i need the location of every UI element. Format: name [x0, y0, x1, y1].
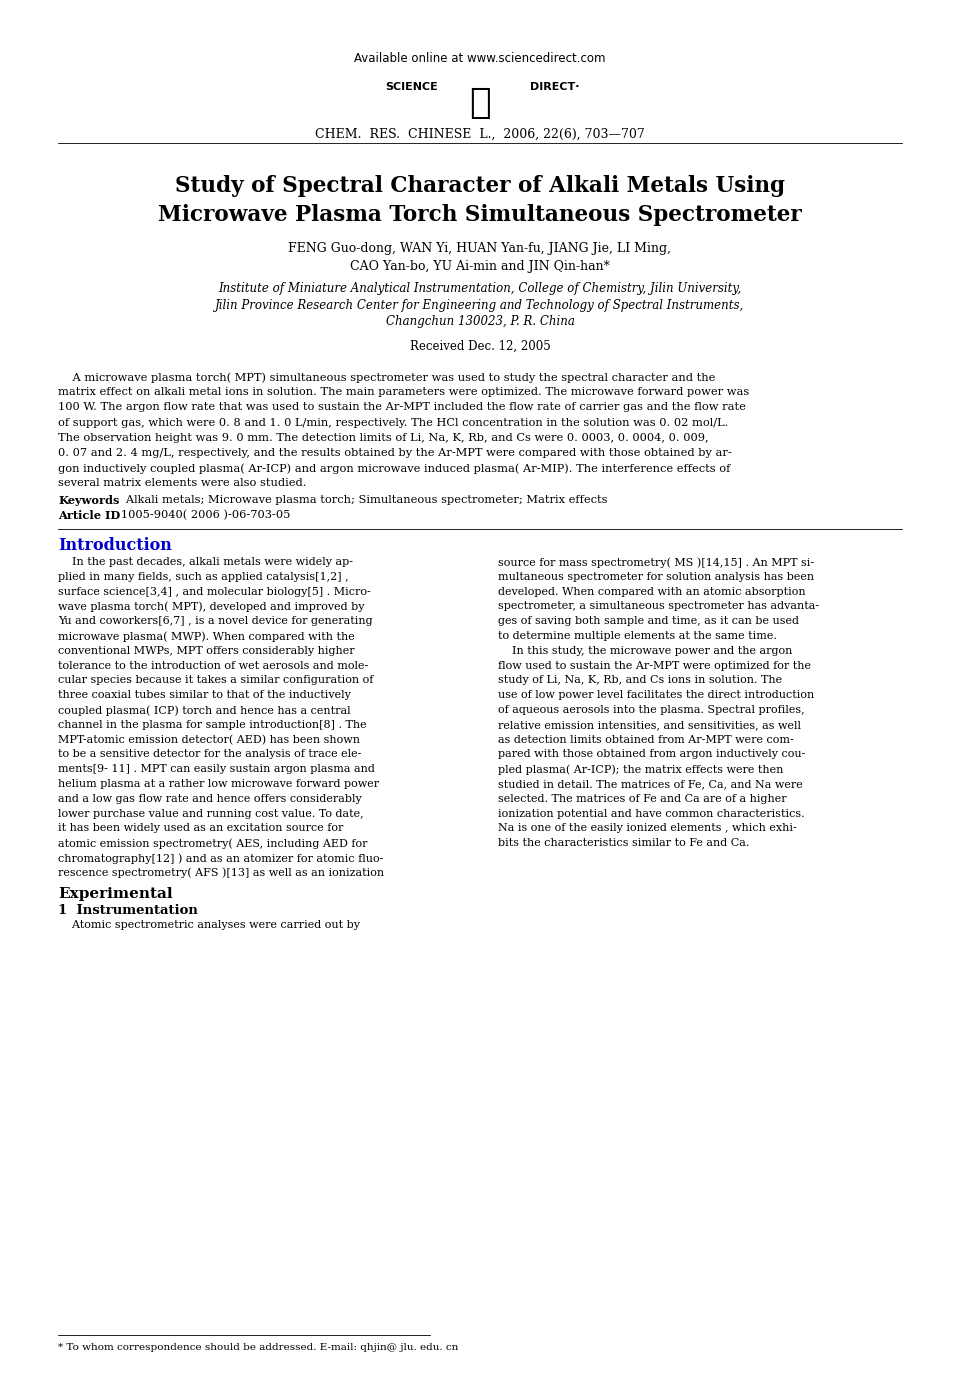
Text: ges of saving both sample and time, as it can be used: ges of saving both sample and time, as i… — [498, 617, 799, 627]
Text: SCIENCE: SCIENCE — [385, 81, 438, 92]
Text: Keywords: Keywords — [58, 494, 119, 505]
Text: 0. 07 and 2. 4 mg/L, respectively, and the results obtained by the Ar-MPT were c: 0. 07 and 2. 4 mg/L, respectively, and t… — [58, 448, 732, 458]
Text: coupled plasma( ICP) torch and hence has a central: coupled plasma( ICP) torch and hence has… — [58, 705, 350, 716]
Text: three coaxial tubes similar to that of the inductively: three coaxial tubes similar to that of t… — [58, 690, 350, 700]
Text: Received Dec. 12, 2005: Received Dec. 12, 2005 — [410, 339, 550, 353]
Text: helium plasma at a rather low microwave forward power: helium plasma at a rather low microwave … — [58, 778, 379, 789]
Text: it has been widely used as an excitation source for: it has been widely used as an excitation… — [58, 824, 344, 834]
Text: and a low gas flow rate and hence offers considerably: and a low gas flow rate and hence offers… — [58, 793, 362, 803]
Text: use of low power level facilitates the direct introduction: use of low power level facilitates the d… — [498, 690, 814, 700]
Text: multaneous spectrometer for solution analysis has been: multaneous spectrometer for solution ana… — [498, 571, 814, 582]
Text: studied in detail. The matrices of Fe, Ca, and Na were: studied in detail. The matrices of Fe, C… — [498, 778, 803, 789]
Text: FENG Guo-dong, WAN Yi, HUAN Yan-fu, JIANG Jie, LI Ming,: FENG Guo-dong, WAN Yi, HUAN Yan-fu, JIAN… — [289, 241, 671, 255]
Text: cular species because it takes a similar configuration of: cular species because it takes a similar… — [58, 675, 373, 686]
Text: tolerance to the introduction of wet aerosols and mole-: tolerance to the introduction of wet aer… — [58, 661, 369, 671]
Text: atomic emission spectrometry( AES, including AED for: atomic emission spectrometry( AES, inclu… — [58, 838, 368, 849]
Text: to determine multiple elements at the same time.: to determine multiple elements at the sa… — [498, 631, 777, 640]
Text: Experimental: Experimental — [58, 886, 173, 901]
Text: developed. When compared with an atomic absorption: developed. When compared with an atomic … — [498, 586, 805, 596]
Text: pled plasma( Ar-ICP); the matrix effects were then: pled plasma( Ar-ICP); the matrix effects… — [498, 765, 783, 774]
Text: flow used to sustain the Ar-MPT were optimized for the: flow used to sustain the Ar-MPT were opt… — [498, 661, 811, 671]
Text: bits the characteristics similar to Fe and Ca.: bits the characteristics similar to Fe a… — [498, 838, 750, 849]
Text: MPT-atomic emission detector( AED) has been shown: MPT-atomic emission detector( AED) has b… — [58, 734, 360, 745]
Text: ments[9- 11] . MPT can easily sustain argon plasma and: ments[9- 11] . MPT can easily sustain ar… — [58, 765, 374, 774]
Text: CHEM.  RES.  CHINESE  L.,  2006, 22(6), 703—707: CHEM. RES. CHINESE L., 2006, 22(6), 703—… — [315, 128, 645, 141]
Text: to be a sensitive detector for the analysis of trace ele-: to be a sensitive detector for the analy… — [58, 749, 361, 759]
Text: A microwave plasma torch( MPT) simultaneous spectrometer was used to study the s: A microwave plasma torch( MPT) simultane… — [58, 373, 715, 382]
Text: selected. The matrices of Fe and Ca are of a higher: selected. The matrices of Fe and Ca are … — [498, 793, 786, 803]
Text: source for mass spectrometry( MS )[14,15] . An MPT si-: source for mass spectrometry( MS )[14,15… — [498, 558, 814, 567]
Text: 1005-9040( 2006 )-06-703-05: 1005-9040( 2006 )-06-703-05 — [110, 509, 290, 520]
Text: spectrometer, a simultaneous spectrometer has advanta-: spectrometer, a simultaneous spectromete… — [498, 602, 819, 611]
Text: Institute of Miniature Analytical Instrumentation, College of Chemistry, Jilin U: Institute of Miniature Analytical Instru… — [218, 282, 742, 295]
Text: surface science[3,4] , and molecular biology[5] . Micro-: surface science[3,4] , and molecular bio… — [58, 586, 371, 596]
Text: Available online at www.sciencedirect.com: Available online at www.sciencedirect.co… — [354, 52, 606, 65]
Text: wave plasma torch( MPT), developed and improved by: wave plasma torch( MPT), developed and i… — [58, 602, 365, 611]
Text: DIRECT·: DIRECT· — [530, 81, 580, 92]
Text: matrix effect on alkali metal ions in solution. The main parameters were optimiz: matrix effect on alkali metal ions in so… — [58, 388, 749, 397]
Text: ionization potential and have common characteristics.: ionization potential and have common cha… — [498, 809, 804, 818]
Text: Na is one of the easily ionized elements , which exhi-: Na is one of the easily ionized elements… — [498, 824, 797, 834]
Text: CAO Yan-bo, YU Ai-min and JIN Qin-han*: CAO Yan-bo, YU Ai-min and JIN Qin-han* — [350, 259, 610, 273]
Text: plied in many fields, such as applied catalysis[1,2] ,: plied in many fields, such as applied ca… — [58, 571, 348, 582]
Text: Introduction: Introduction — [58, 537, 172, 553]
Text: relative emission intensities, and sensitivities, as well: relative emission intensities, and sensi… — [498, 720, 801, 730]
Text: Atomic spectrometric analyses were carried out by: Atomic spectrometric analyses were carri… — [58, 919, 360, 930]
Text: channel in the plasma for sample introduction[8] . The: channel in the plasma for sample introdu… — [58, 720, 367, 730]
Text: Jilin Province Research Center for Engineering and Technology of Spectral Instru: Jilin Province Research Center for Engin… — [215, 299, 745, 312]
Text: microwave plasma( MWP). When compared with the: microwave plasma( MWP). When compared wi… — [58, 631, 355, 642]
Text: rescence spectrometry( AFS )[13] as well as an ionization: rescence spectrometry( AFS )[13] as well… — [58, 868, 384, 878]
Text: Article ID: Article ID — [58, 509, 120, 520]
Text: 1  Instrumentation: 1 Instrumentation — [58, 904, 198, 916]
Text: chromatography[12] ) and as an atomizer for atomic fluo-: chromatography[12] ) and as an atomizer … — [58, 853, 383, 864]
Text: Microwave Plasma Torch Simultaneous Spectrometer: Microwave Plasma Torch Simultaneous Spec… — [158, 204, 802, 226]
Text: In the past decades, alkali metals were widely ap-: In the past decades, alkali metals were … — [58, 558, 353, 567]
Text: pared with those obtained from argon inductively cou-: pared with those obtained from argon ind… — [498, 749, 805, 759]
Text: conventional MWPs, MPT offers considerably higher: conventional MWPs, MPT offers considerab… — [58, 646, 354, 656]
Text: ⓐ: ⓐ — [469, 86, 491, 120]
Text: Changchun 130023, P. R. China: Changchun 130023, P. R. China — [386, 315, 574, 328]
Text: 100 W. The argon flow rate that was used to sustain the Ar-MPT included the flow: 100 W. The argon flow rate that was used… — [58, 403, 746, 413]
Text: several matrix elements were also studied.: several matrix elements were also studie… — [58, 479, 306, 489]
Text: of support gas, which were 0. 8 and 1. 0 L/min, respectively. The HCl concentrat: of support gas, which were 0. 8 and 1. 0… — [58, 418, 729, 428]
Text: lower purchase value and running cost value. To date,: lower purchase value and running cost va… — [58, 809, 364, 818]
Text: Alkali metals; Microwave plasma torch; Simultaneous spectrometer; Matrix effects: Alkali metals; Microwave plasma torch; S… — [115, 494, 608, 505]
Text: * To whom correspondence should be addressed. E-mail: qhjin@ jlu. edu. cn: * To whom correspondence should be addre… — [58, 1343, 458, 1352]
Text: In this study, the microwave power and the argon: In this study, the microwave power and t… — [498, 646, 792, 656]
Text: of aqueous aerosols into the plasma. Spectral profiles,: of aqueous aerosols into the plasma. Spe… — [498, 705, 804, 715]
Text: Yu and coworkers[6,7] , is a novel device for generating: Yu and coworkers[6,7] , is a novel devic… — [58, 617, 372, 627]
Text: study of Li, Na, K, Rb, and Cs ions in solution. The: study of Li, Na, K, Rb, and Cs ions in s… — [498, 675, 782, 686]
Text: The observation height was 9. 0 mm. The detection limits of Li, Na, K, Rb, and C: The observation height was 9. 0 mm. The … — [58, 433, 708, 443]
Text: Study of Spectral Character of Alkali Metals Using: Study of Spectral Character of Alkali Me… — [175, 175, 785, 197]
Text: gon inductively coupled plasma( Ar-ICP) and argon microwave induced plasma( Ar-M: gon inductively coupled plasma( Ar-ICP) … — [58, 464, 731, 473]
Text: as detection limits obtained from Ar-MPT were com-: as detection limits obtained from Ar-MPT… — [498, 734, 794, 745]
